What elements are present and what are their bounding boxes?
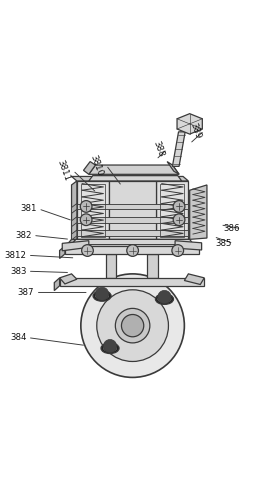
Polygon shape — [72, 240, 194, 245]
Polygon shape — [109, 181, 156, 240]
Circle shape — [97, 290, 169, 362]
Circle shape — [103, 339, 117, 353]
Polygon shape — [60, 246, 65, 258]
Text: 383: 383 — [10, 267, 26, 276]
Text: 3812: 3812 — [4, 251, 26, 260]
Polygon shape — [65, 246, 199, 254]
Polygon shape — [156, 181, 188, 240]
Polygon shape — [106, 254, 116, 278]
Circle shape — [115, 308, 150, 343]
Text: 385: 385 — [216, 239, 232, 248]
Text: 382: 382 — [15, 231, 32, 240]
Circle shape — [81, 274, 184, 377]
Text: 386: 386 — [224, 224, 240, 233]
Polygon shape — [77, 204, 188, 210]
Text: 388: 388 — [152, 140, 166, 158]
Text: 381: 381 — [21, 204, 37, 214]
Circle shape — [173, 214, 185, 225]
Polygon shape — [72, 177, 188, 181]
Polygon shape — [147, 254, 158, 278]
Ellipse shape — [158, 296, 171, 303]
Circle shape — [80, 214, 92, 225]
Polygon shape — [89, 165, 179, 174]
Circle shape — [95, 287, 109, 301]
Ellipse shape — [103, 345, 117, 352]
Polygon shape — [167, 161, 179, 174]
Polygon shape — [84, 161, 95, 174]
Polygon shape — [184, 274, 204, 284]
Circle shape — [127, 245, 138, 256]
Circle shape — [121, 314, 144, 337]
Polygon shape — [77, 181, 109, 240]
Polygon shape — [72, 217, 77, 227]
Polygon shape — [54, 278, 60, 291]
Polygon shape — [60, 274, 77, 284]
Polygon shape — [72, 204, 77, 214]
Polygon shape — [177, 114, 202, 134]
Text: 3810: 3810 — [89, 153, 105, 177]
Circle shape — [172, 245, 184, 256]
Polygon shape — [190, 185, 207, 240]
Ellipse shape — [101, 343, 119, 354]
Polygon shape — [77, 230, 188, 236]
Polygon shape — [77, 217, 188, 223]
Ellipse shape — [95, 292, 109, 299]
Text: 389: 389 — [189, 122, 203, 140]
Ellipse shape — [93, 291, 111, 301]
Text: 387: 387 — [18, 288, 34, 297]
Polygon shape — [68, 240, 76, 245]
Polygon shape — [89, 176, 182, 181]
Polygon shape — [175, 241, 202, 250]
Circle shape — [158, 290, 171, 304]
Text: 384: 384 — [10, 333, 26, 342]
Polygon shape — [172, 132, 185, 166]
Circle shape — [80, 201, 92, 212]
Text: 3811: 3811 — [56, 158, 72, 182]
Circle shape — [82, 245, 93, 256]
Polygon shape — [62, 241, 89, 251]
Polygon shape — [72, 181, 77, 244]
Ellipse shape — [155, 294, 173, 305]
Polygon shape — [72, 230, 77, 240]
Polygon shape — [60, 278, 204, 286]
Circle shape — [173, 201, 185, 212]
